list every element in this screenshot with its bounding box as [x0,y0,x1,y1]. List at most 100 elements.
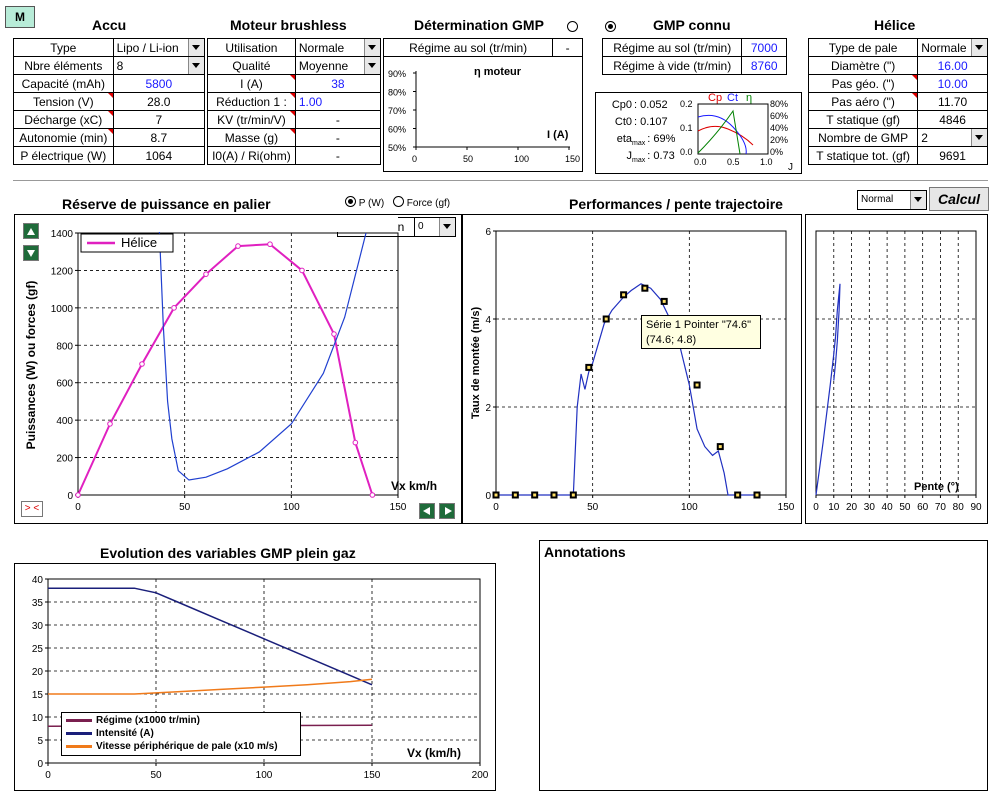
reset-button[interactable]: > < [21,501,43,517]
chevron-down-icon [188,57,204,74]
helice-value-0[interactable]: Normale [917,38,988,57]
chevron-down-icon [364,57,380,74]
mini-x-tick: 0.5 [727,157,740,167]
x-tick-label: 50 [899,502,911,513]
scroll-right-button[interactable] [439,503,455,519]
mini-left-tick: 0.0 [680,147,693,157]
eta-moteur-title: η moteur [474,66,522,78]
moteur-value-0[interactable]: Normale [294,38,382,57]
performances-title: Performances / pente trajectoire [569,196,783,212]
data-point-center [552,493,556,497]
y-tick-label: 0 [67,491,73,502]
moteur-label-2: I (A) [207,74,296,93]
determination-radio[interactable] [567,21,578,32]
determination-title: Détermination GMP [414,17,544,33]
accu-title: Accu [92,17,127,33]
m-button[interactable]: M [5,6,35,28]
data-point [369,492,376,498]
mode-select[interactable]: Normal [857,190,927,210]
accu-value-1[interactable]: 8 [112,56,206,75]
data-point-center [643,286,647,290]
legend-item: Vitesse périphérique de pale (x10 m/s) [66,740,296,753]
moteur-value-2[interactable]: 38 [294,74,382,93]
data-point-center [695,383,699,387]
helice-title: Hélice [874,17,916,33]
data-point-center [622,293,626,297]
helice-label-0: Type de pale [807,38,919,57]
eta-x-tick: 150 [565,154,580,164]
helice-table: Type de pale Normale Diamètre (") 16.00 Pas … [807,38,988,165]
gmp-value-0[interactable]: 7000 [741,38,787,57]
y-tick-label: 1000 [51,304,74,315]
x-tick-label: 80 [953,502,965,513]
inclinaison-select[interactable]: 0 [414,217,456,237]
accu-table: Type Lipo / Li-ion Nbre éléments 8 Capacité … [13,38,206,165]
mini-xlabel: J [788,162,793,173]
helice-value-5[interactable]: 2 [917,128,988,147]
series-line-2 [48,678,373,695]
radio-force[interactable]: Force (gf) [393,196,450,209]
data-point [203,271,209,277]
radio-p[interactable]: P (W) [345,196,384,209]
data-point-center [533,493,537,497]
chevron-down-icon [971,129,987,146]
x-tick-label: 150 [364,770,381,781]
moteur-value-1[interactable]: Moyenne [294,56,382,75]
x-tick-label: 0 [493,502,499,513]
series-line-1 [48,587,373,686]
y-tick-label: 25 [32,644,44,655]
eta-x-tick: 0 [412,154,417,164]
evolution-chart: 0 50 100 150 200 0 5 10 15 20 25 30 35 40 Vx (km/h) Ré… [14,563,496,791]
gmp-connu-radio[interactable] [605,21,616,32]
y-tick-label: 1200 [51,266,74,277]
gmp-value-1[interactable]: 8760 [741,56,787,75]
perf-ylabel: Taux de montée (m/s) [470,307,482,420]
mini-eta-label: η [746,93,752,104]
moteur-label-5: Masse (g) [207,128,296,147]
helice-value-2[interactable]: 10.00 [917,74,988,93]
moteur-label-1: Qualité [207,56,296,75]
accu-value-3: 28.0 [112,92,206,111]
regime-sol-label: Régime au sol (tr/min) [382,38,554,57]
x-tick-label: 70 [935,502,947,513]
accu-value-6: 1064 [112,146,206,165]
y-tick-label: 15 [32,690,44,701]
moteur-value-6: - [294,146,382,165]
mini-right-tick: 80% [770,99,788,109]
x-tick-label: 0 [75,502,81,513]
helice-label-5: Nombre de GMP [807,128,919,147]
performances-chart: 0 50 100 150 0 2 4 6 Taux de montée (m/s) Série … [462,214,802,524]
y-tick-label: 5 [37,736,43,747]
eta-y-tick: 90% [388,69,406,79]
accu-label-4: Décharge (xC) [13,110,114,129]
scroll-up-button[interactable] [23,223,39,239]
eta-y-tick: 60% [388,125,406,135]
coeff-row: Cp0: 0.052 [611,99,668,111]
eta-x-tick: 50 [463,154,473,164]
data-point-center [587,365,591,369]
x-tick-label: 90 [970,502,982,513]
moteur-label-3: Réduction 1 : [207,92,296,111]
pente-xlabel: Pente (°) [914,481,959,493]
helice-value-3: 11.70 [917,92,988,111]
y-tick-label: 20 [32,667,44,678]
moteur-label-4: KV (tr/min/V) [207,110,296,129]
accu-value-0[interactable]: Lipo / Li-ion [112,38,206,57]
helice-value-1[interactable]: 16.00 [917,56,988,75]
chevron-down-icon [910,191,926,209]
scroll-left-button[interactable] [419,503,435,519]
legend-item: Régime (x1000 tr/min) [66,714,296,727]
moteur-value-5: - [294,128,382,147]
calcul-button[interactable]: Calcul [929,187,989,211]
mini-x-tick: 0.0 [694,157,707,167]
gmp-label-0: Régime au sol (tr/min) [601,38,743,57]
x-tick-label: 0 [45,770,51,781]
annotations-box[interactable]: Annotations [539,540,988,791]
moteur-value-3[interactable]: 1.00 [294,92,382,111]
accu-value-2[interactable]: 5800 [112,74,206,93]
y-tick-label: 10 [32,713,44,724]
x-tick-label: 150 [390,502,407,513]
cp-ct-mini-chart: Cp Ct η 0.2 0.1 0.0 80% 60% 40% 20% 0% 0.0 0.5 1.0… [680,93,793,173]
scroll-down-button[interactable] [23,245,39,261]
eta-moteur-chart: η moteur 90% 80% 70% 60% 50% 0 50 100 150 I (A) [383,56,583,172]
